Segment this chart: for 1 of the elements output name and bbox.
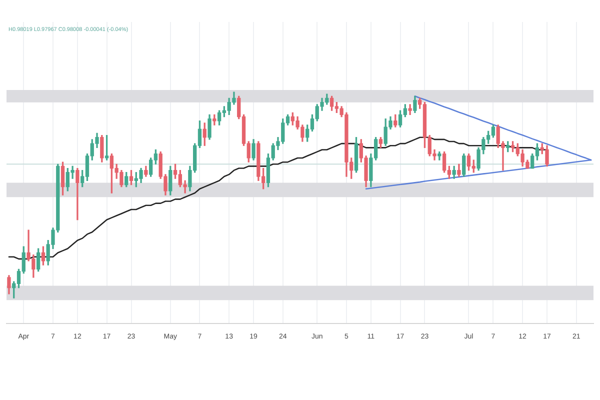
candlestick — [76, 168, 80, 220]
